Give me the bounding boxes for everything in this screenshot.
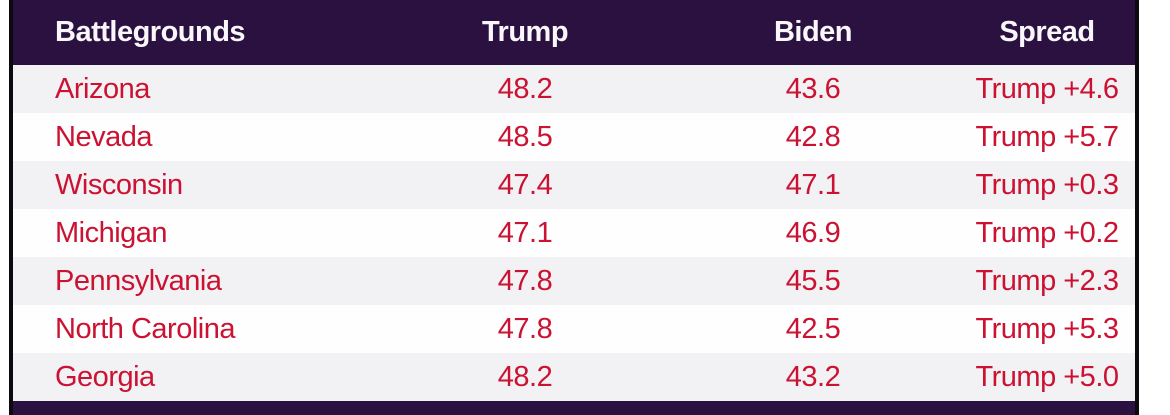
table-row-nevada: Nevada 48.5 42.8 Trump +5.7	[13, 113, 1135, 161]
state-name-cell: Arizona	[55, 72, 150, 105]
trump-value-cell: 48.2	[497, 360, 553, 393]
biden-value-cell: 42.5	[785, 312, 841, 345]
biden-value-cell: 43.6	[785, 72, 841, 105]
trump-value-cell: 48.2	[497, 72, 553, 105]
state-name-cell: Georgia	[55, 360, 155, 393]
state-name-cell: Pennsylvania	[55, 264, 222, 297]
column-header-battlegrounds: Battlegrounds	[55, 16, 246, 48]
table-row-arizona: Arizona 48.2 43.6 Trump +4.6	[13, 65, 1135, 113]
biden-value-cell: 42.8	[785, 120, 841, 153]
biden-value-cell: 46.9	[785, 216, 841, 249]
trump-value-cell: 47.8	[497, 264, 553, 297]
footer-strip	[13, 401, 1135, 415]
column-header-biden: Biden	[773, 16, 853, 48]
spread-value-cell: Trump +5.0	[975, 360, 1119, 393]
spread-value-cell: Trump +5.7	[975, 120, 1119, 153]
state-name-cell: Nevada	[55, 120, 152, 153]
trump-value-cell: 47.4	[497, 168, 553, 201]
column-header-spread: Spread	[999, 16, 1095, 48]
trump-value-cell: 48.5	[497, 120, 553, 153]
table-header-row: Battlegrounds Trump Biden Spread	[13, 0, 1135, 65]
spread-value-cell: Trump +0.2	[975, 216, 1119, 249]
column-header-trump: Trump	[481, 16, 569, 48]
spread-value-cell: Trump +2.3	[975, 264, 1119, 297]
biden-value-cell: 47.1	[785, 168, 841, 201]
table-row-wisconsin: Wisconsin 47.4 47.1 Trump +0.3	[13, 161, 1135, 209]
biden-value-cell: 43.2	[785, 360, 841, 393]
trump-value-cell: 47.1	[497, 216, 553, 249]
table-row-north-carolina: North Carolina 47.8 42.5 Trump +5.3	[13, 305, 1135, 353]
spread-value-cell: Trump +4.6	[975, 72, 1119, 105]
biden-value-cell: 45.5	[785, 264, 841, 297]
state-name-cell: Michigan	[55, 216, 168, 249]
table-row-georgia: Georgia 48.2 43.2 Trump +5.0	[13, 353, 1135, 401]
state-name-cell: North Carolina	[55, 312, 235, 345]
battlegrounds-polls-table: Battlegrounds Trump Biden Spread Arizona…	[9, 0, 1139, 415]
state-name-cell: Wisconsin	[55, 168, 183, 201]
spread-value-cell: Trump +5.3	[975, 312, 1119, 345]
table-row-pennsylvania: Pennsylvania 47.8 45.5 Trump +2.3	[13, 257, 1135, 305]
trump-value-cell: 47.8	[497, 312, 553, 345]
spread-value-cell: Trump +0.3	[975, 168, 1119, 201]
table-row-michigan: Michigan 47.1 46.9 Trump +0.2	[13, 209, 1135, 257]
